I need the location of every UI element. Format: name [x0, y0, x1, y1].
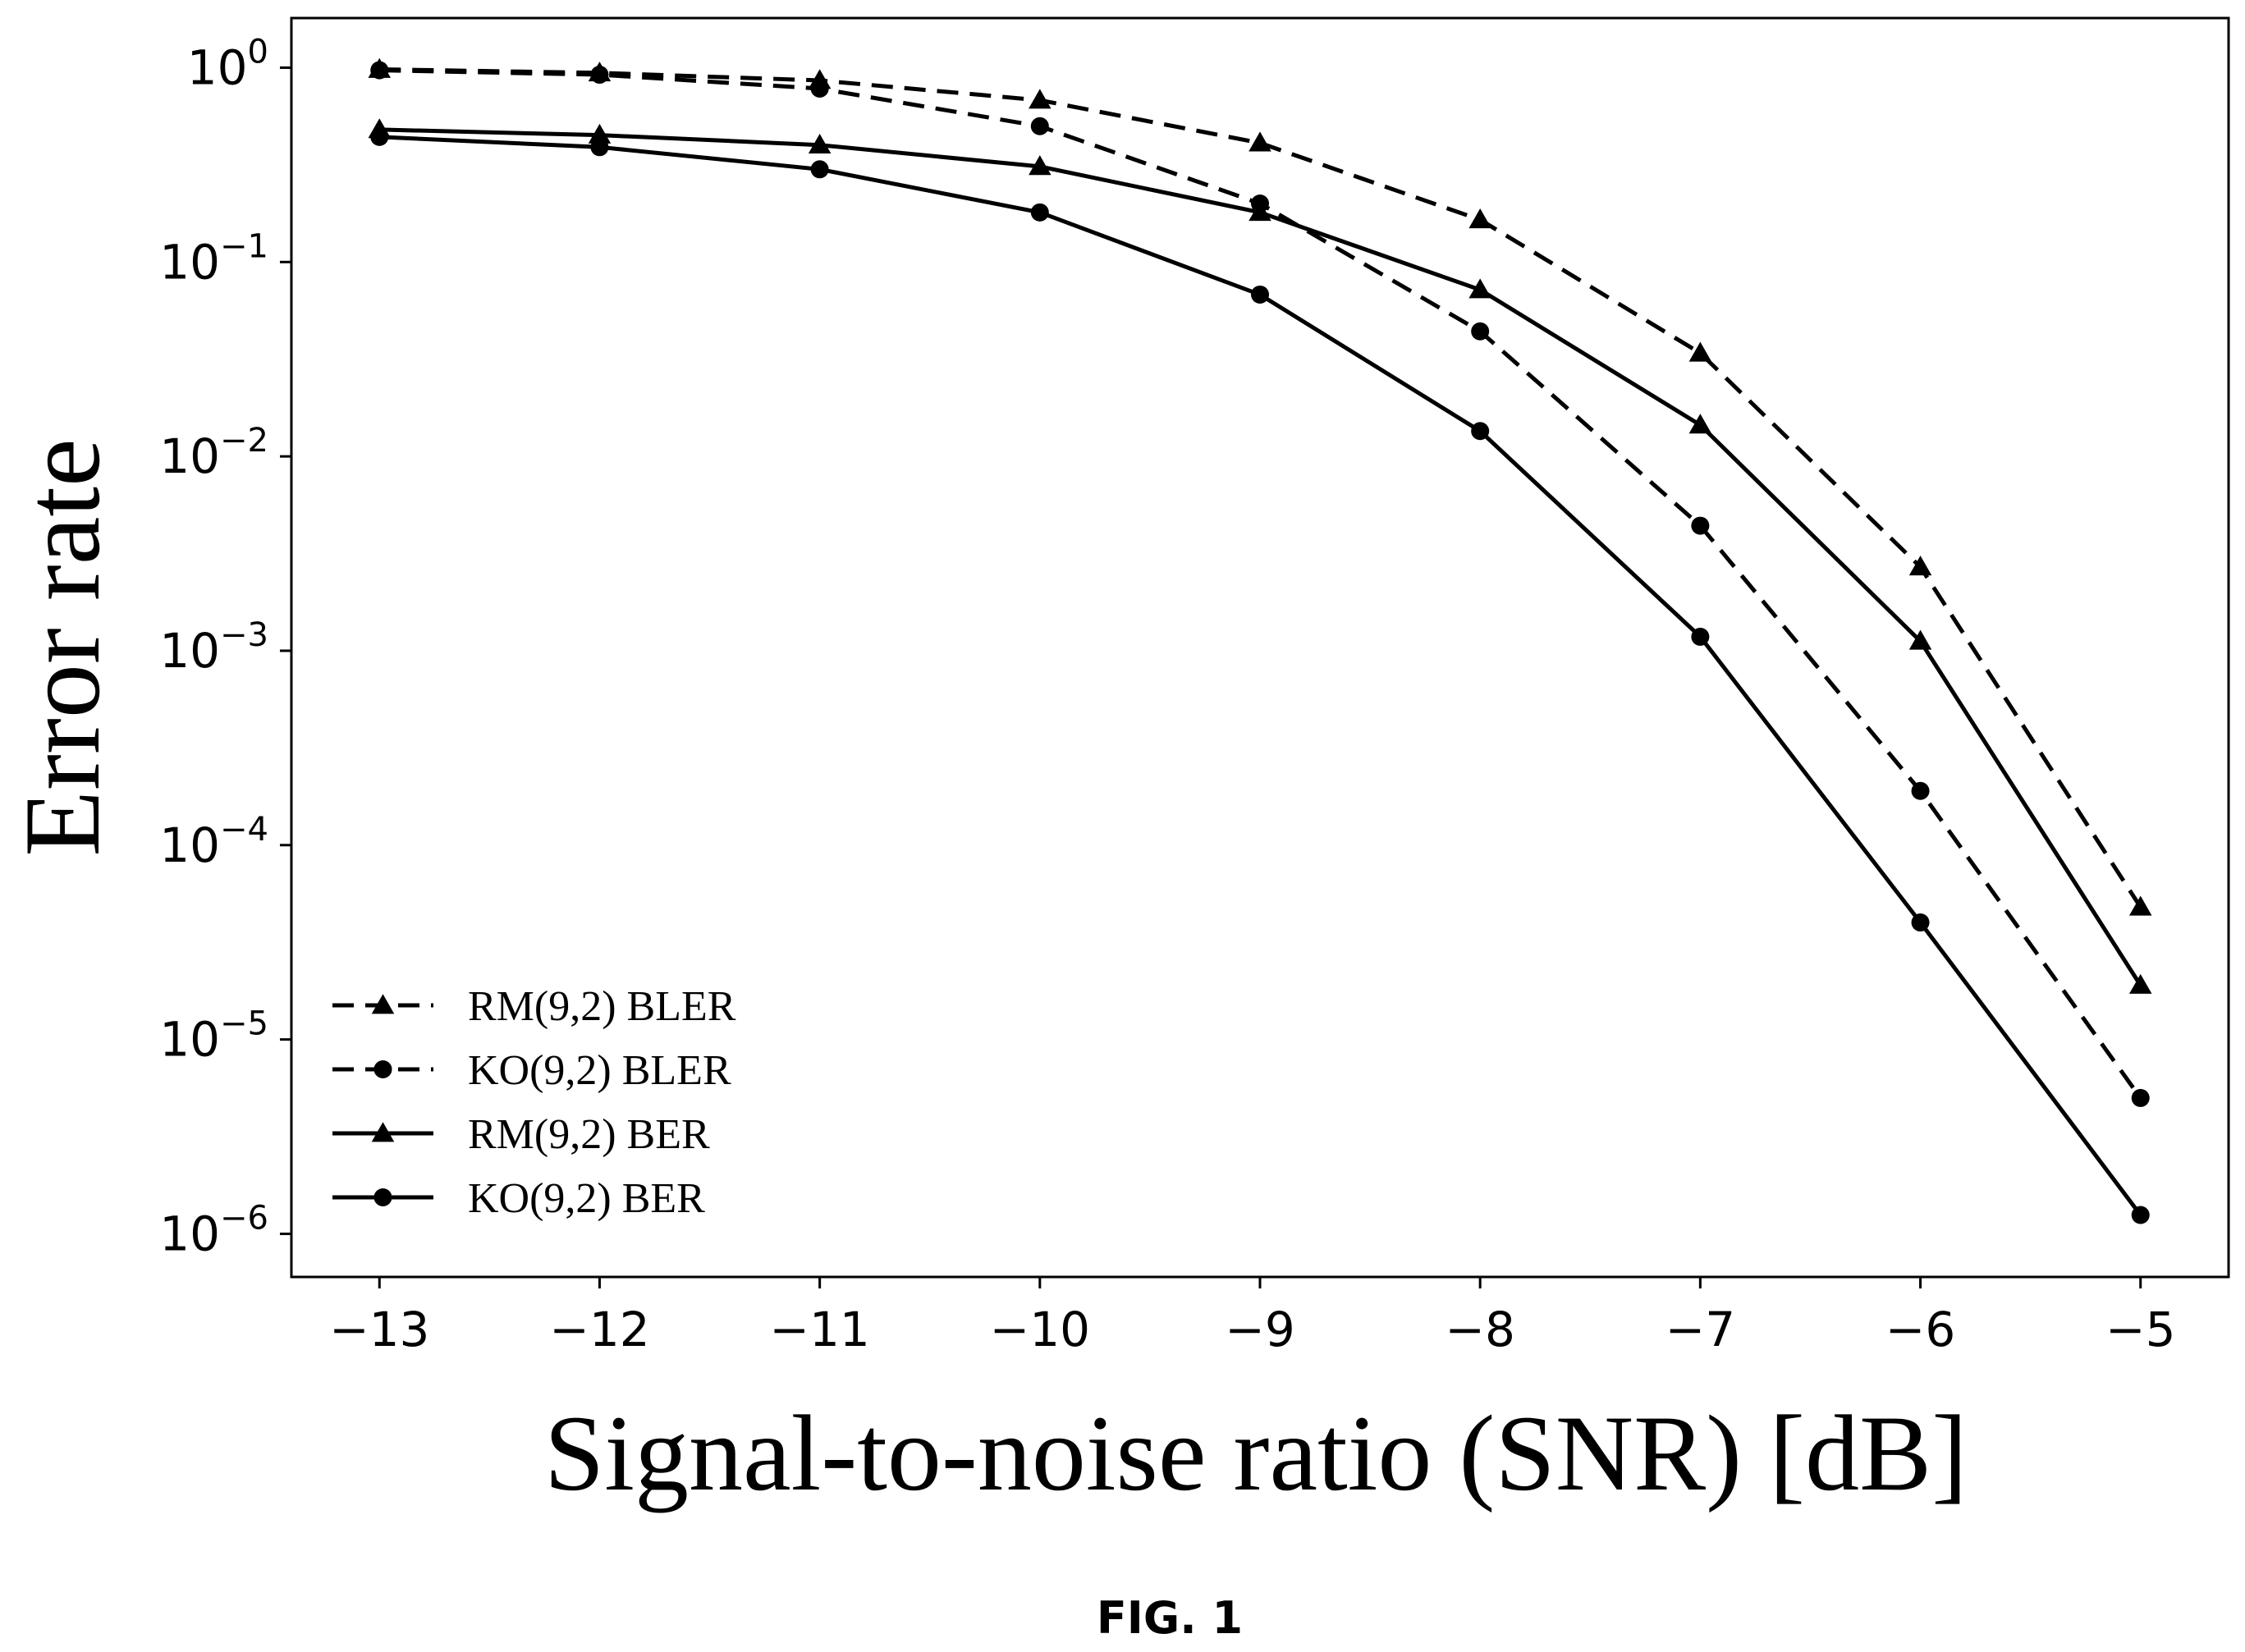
- circle-marker: [373, 1060, 392, 1078]
- legend-label: KO(9,2) BLER: [468, 1047, 731, 1094]
- circle-marker: [370, 127, 389, 146]
- series-layer: [368, 57, 2152, 1224]
- x-axis-title: Signal-to-noise ratio (SNR) [dB]: [544, 1393, 1968, 1513]
- y-tick-label: 10−4: [159, 811, 268, 873]
- figure-caption: FIG. 1: [1097, 1592, 1243, 1644]
- y-tick-label: 10−5: [159, 1005, 268, 1068]
- series-4: [370, 127, 2150, 1224]
- triangle-marker: [371, 994, 395, 1014]
- circle-marker: [1251, 285, 1269, 304]
- x-tick-label: −6: [1885, 1302, 1956, 1357]
- circle-marker: [373, 1188, 392, 1206]
- series-line: [379, 68, 2142, 1100]
- plot-frame: [290, 16, 2230, 1279]
- x-tick-label: −9: [1225, 1302, 1295, 1357]
- circle-marker: [590, 138, 609, 157]
- triangle-marker: [1688, 414, 1712, 434]
- y-tick-label: 10−2: [159, 422, 268, 484]
- legend-item: KO(9,2) BER: [332, 1175, 705, 1222]
- triangle-marker: [1468, 208, 1491, 229]
- circle-marker: [1911, 913, 1930, 932]
- triangle-marker: [2128, 895, 2152, 916]
- series-line: [379, 67, 2142, 908]
- y-tick-label: 100: [187, 33, 268, 95]
- series-line: [379, 127, 2142, 986]
- circle-marker: [1030, 117, 1049, 135]
- x-tick-label: −8: [1445, 1302, 1515, 1357]
- triangle-marker: [1908, 629, 1932, 650]
- legend-label: RM(9,2) BER: [468, 1111, 710, 1158]
- x-tick-label: −13: [329, 1302, 429, 1357]
- triangle-marker: [1688, 341, 1712, 362]
- circle-marker: [1691, 516, 1710, 535]
- circle-marker: [370, 61, 389, 80]
- legend-item: KO(9,2) BLER: [332, 1047, 731, 1094]
- triangle-marker: [1908, 556, 1932, 576]
- circle-marker: [1030, 203, 1049, 222]
- triangle-marker: [2128, 973, 2152, 994]
- legend-item: RM(9,2) BLER: [332, 983, 736, 1030]
- x-tick-label: −7: [1665, 1302, 1736, 1357]
- y-tick-label: 10−3: [159, 616, 268, 679]
- circle-marker: [1911, 781, 1930, 800]
- x-tick-label: −5: [2105, 1302, 2176, 1357]
- x-tick-label: −10: [990, 1302, 1090, 1357]
- y-tick-label: 10−1: [159, 227, 268, 290]
- x-tick-label: −12: [549, 1302, 649, 1357]
- legend-label: RM(9,2) BLER: [468, 983, 736, 1030]
- triangle-marker: [1468, 278, 1491, 299]
- legend-label: KO(9,2) BER: [468, 1175, 705, 1222]
- series-1: [368, 57, 2152, 916]
- circle-marker: [2131, 1206, 2150, 1224]
- circle-marker: [810, 80, 829, 98]
- triangle-marker: [1248, 201, 1271, 222]
- series-3: [368, 118, 2152, 994]
- triangle-marker: [1029, 89, 1051, 109]
- triangle-marker: [588, 123, 612, 144]
- circle-marker: [590, 66, 609, 85]
- circle-marker: [1471, 322, 1490, 341]
- circle-marker: [810, 160, 829, 179]
- circle-marker: [2131, 1088, 2150, 1107]
- legend-item: RM(9,2) BER: [332, 1111, 710, 1158]
- circle-marker: [1691, 627, 1710, 646]
- circle-marker: [1471, 422, 1490, 441]
- y-tick-label: 10−6: [159, 1199, 268, 1261]
- y-axis-title: Error rate: [2, 438, 122, 856]
- legend: RM(9,2) BLER KO(9,2) BLER RM(9,2) BER KO(9,…: [332, 983, 736, 1222]
- triangle-marker: [371, 1122, 395, 1142]
- x-tick-label: −11: [769, 1302, 869, 1357]
- ticks-layer: −13 −12 −11 −10 −9 −8 −7 −6 −5 100 10−1 10−2 10−3 10−…: [159, 33, 2175, 1357]
- triangle-marker: [808, 133, 832, 154]
- triangle-marker: [1029, 155, 1051, 176]
- triangle-marker: [1248, 131, 1271, 152]
